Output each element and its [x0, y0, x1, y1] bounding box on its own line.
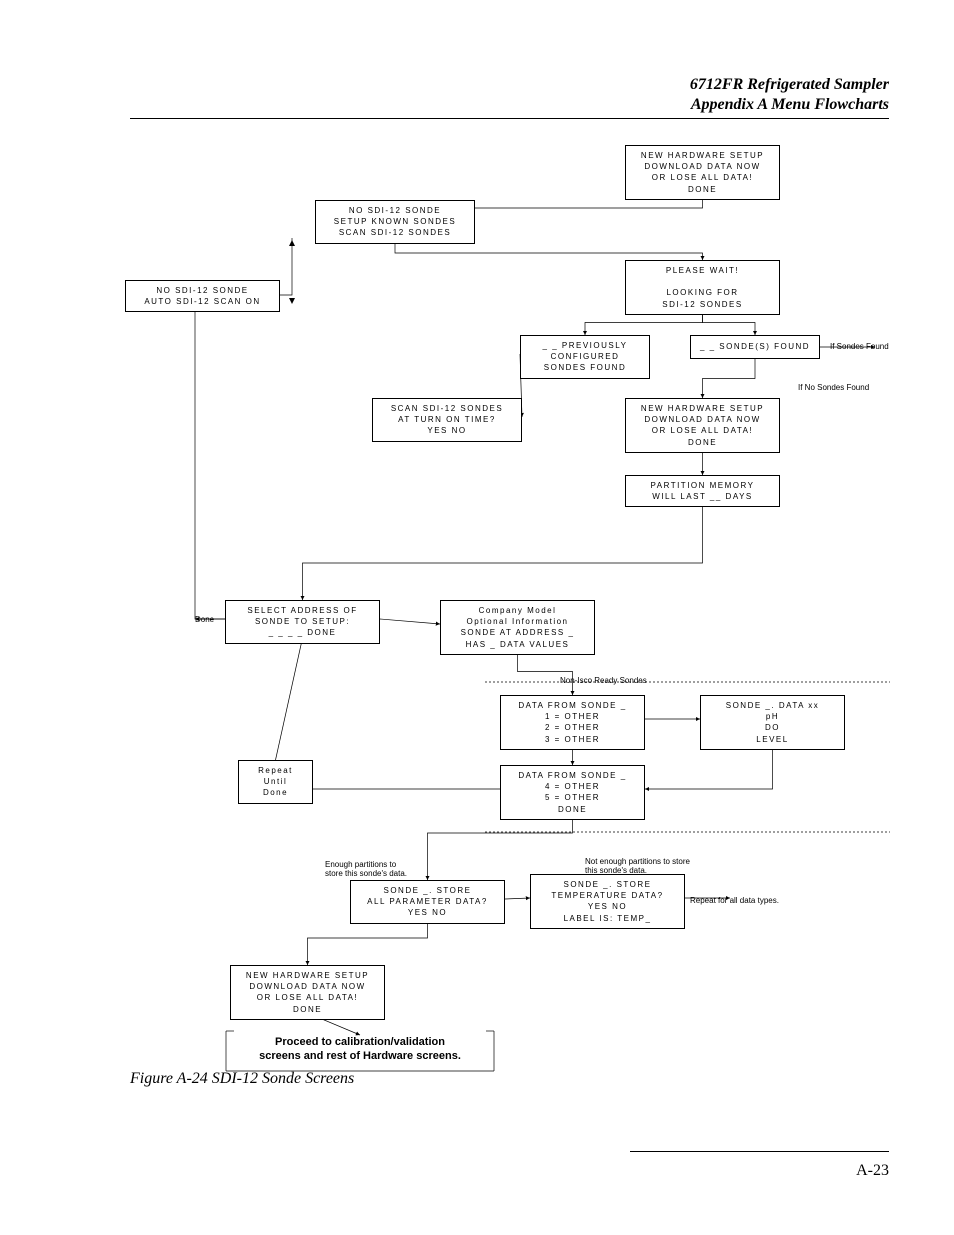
n-prev-conf: _ _ PREVIOUSLYCONFIGUREDSONDES FOUND — [520, 335, 650, 379]
label-repeat-all: Repeat for all data types. — [690, 896, 779, 905]
n-partition: PARTITION MEMORYWILL LAST __ DAYS — [625, 475, 780, 507]
n-no-sdi-auto: NO SDI-12 SONDEAUTO SDI-12 SCAN ON — [125, 280, 280, 312]
header-line2: Appendix A Menu Flowcharts — [690, 95, 889, 115]
header-line1: 6712FR Refrigerated Sampler — [690, 75, 889, 95]
label-if-no-sondes-found: If No Sondes Found — [798, 383, 869, 392]
n-sonde-data: SONDE _. DATA xxpHDOLEVEL — [700, 695, 845, 750]
page-header: 6712FR Refrigerated Sampler Appendix A M… — [690, 75, 889, 115]
n-new-hw-top: NEW HARDWARE SETUPDOWNLOAD DATA NOWOR LO… — [625, 145, 780, 200]
n-please-wait: PLEASE WAIT! LOOKING FORSDI-12 SONDES — [625, 260, 780, 315]
n-data2: DATA FROM SONDE _4 = OTHER5 = OTHERDONE — [500, 765, 645, 820]
figure-caption: Figure A-24 SDI-12 Sonde Screens — [130, 1070, 354, 1088]
label-done: Done — [195, 615, 214, 624]
n-new-hw-bot: NEW HARDWARE SETUPDOWNLOAD DATA NOWOR LO… — [230, 965, 385, 1020]
label-non-isco: Non-Isco Ready Sondes — [560, 676, 647, 685]
footer-rule — [630, 1151, 889, 1152]
flowchart: NEW HARDWARE SETUPDOWNLOAD DATA NOWOR LO… — [130, 140, 890, 1060]
n-new-hw-mid: NEW HARDWARE SETUPDOWNLOAD DATA NOWOR LO… — [625, 398, 780, 453]
n-company: Company ModelOptional InformationSONDE A… — [440, 600, 595, 655]
header-rule — [130, 118, 889, 119]
n-sondes-found: _ _ SONDE(S) FOUND — [690, 335, 820, 359]
n-select-addr: SELECT ADDRESS OFSONDE TO SETUP:_ _ _ _ … — [225, 600, 380, 644]
n-repeat: RepeatUntilDone — [238, 760, 313, 804]
n-no-sdi-setup: NO SDI-12 SONDESETUP KNOWN SONDESSCAN SD… — [315, 200, 475, 244]
label-not-enough: Not enough partitions to storethis sonde… — [585, 857, 690, 875]
label-if-sondes-found: If Sondes Found — [830, 342, 889, 351]
n-scan-turnon: SCAN SDI-12 SONDESAT TURN ON TIME?YES NO — [372, 398, 522, 442]
n-store-temp: SONDE _. STORETEMPERATURE DATA?YES NOLAB… — [530, 874, 685, 929]
proceed-text: Proceed to calibration/validationscreens… — [230, 1035, 490, 1064]
n-data1: DATA FROM SONDE _1 = OTHER2 = OTHER3 = O… — [500, 695, 645, 750]
n-store-all: SONDE _. STOREALL PARAMETER DATA?YES NO — [350, 880, 505, 924]
page: 6712FR Refrigerated Sampler Appendix A M… — [0, 0, 954, 1235]
page-number: A-23 — [856, 1162, 889, 1180]
label-enough: Enough partitions tostore this sonde's d… — [325, 860, 407, 878]
